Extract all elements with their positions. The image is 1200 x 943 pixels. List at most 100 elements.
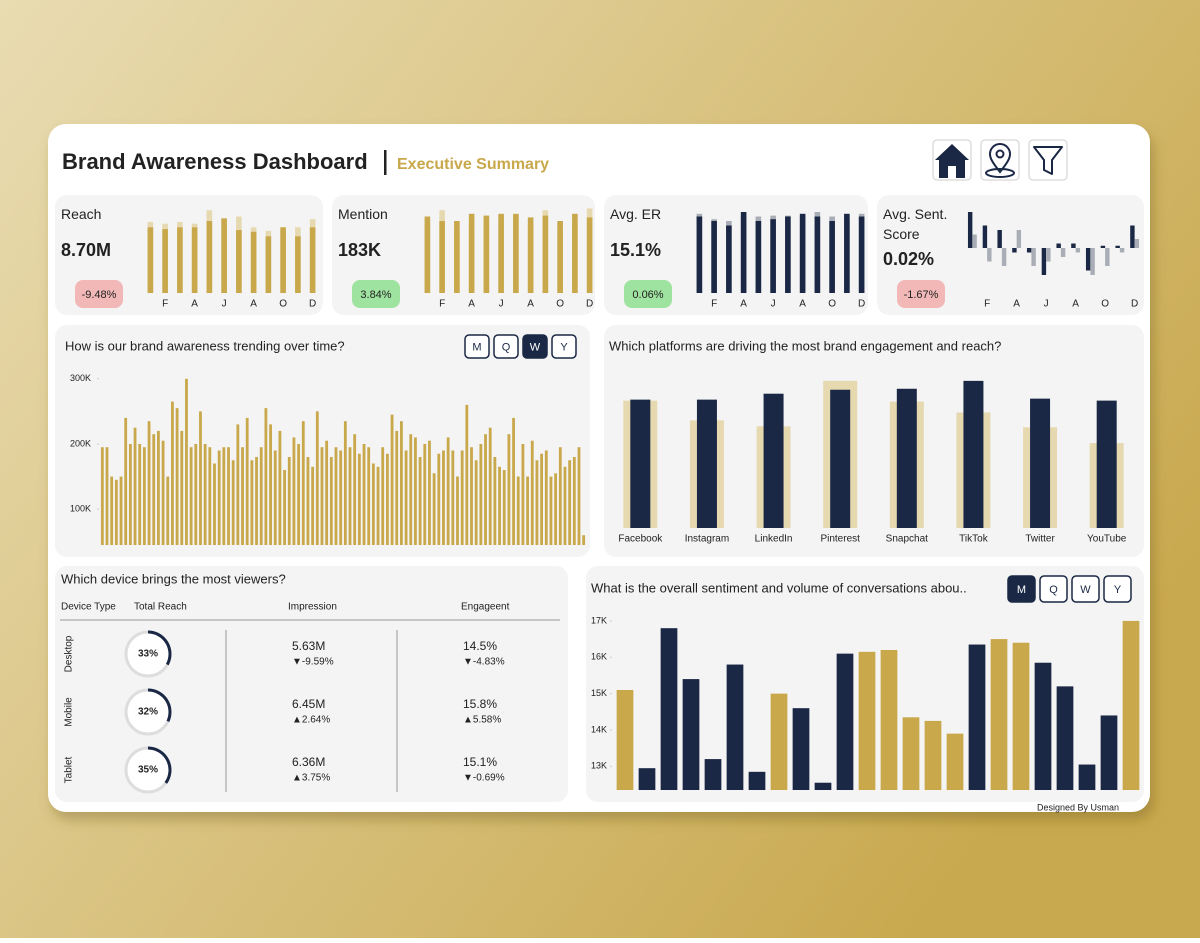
period-button[interactable]: W: [1071, 575, 1100, 603]
bar: [385, 453, 389, 545]
donut-arc: [147, 630, 172, 666]
x-tick-label: LinkedIn: [755, 534, 793, 545]
bar: [414, 437, 417, 545]
period-button[interactable]: M: [464, 334, 490, 359]
engagement-change: ▼-4.83%: [463, 657, 505, 668]
kpi-badge: [897, 280, 945, 308]
bar: [563, 466, 567, 545]
bar: [395, 430, 399, 545]
filter-icon[interactable]: [1028, 139, 1068, 181]
y-tick-label: 16K: [591, 652, 607, 662]
bar: [1130, 225, 1135, 248]
bar: [133, 427, 137, 545]
engagement-change: ▲5.58%: [463, 715, 501, 726]
bar: [844, 213, 850, 293]
period-button[interactable]: Y: [551, 334, 577, 359]
impression-change: ▲3.75%: [292, 773, 330, 784]
bar: [770, 693, 788, 790]
bar: [799, 213, 806, 293]
home-icon[interactable]: [932, 139, 972, 181]
bar: [507, 434, 511, 545]
bar: [437, 453, 441, 545]
bar: [792, 708, 810, 790]
bar: [474, 460, 478, 545]
x-tick-label: J: [771, 299, 776, 310]
bar: [1134, 239, 1140, 248]
bar: [968, 644, 986, 790]
bar: [814, 782, 832, 790]
kpi-badge: [352, 280, 400, 308]
bar: [858, 216, 865, 293]
kpi-value: 0.02%: [883, 249, 934, 269]
bar: [119, 476, 123, 545]
bar: [162, 229, 168, 293]
button-label: W: [1080, 584, 1091, 596]
bar: [488, 427, 492, 545]
title: Brand Awareness Dashboard: [62, 149, 368, 174]
period-button[interactable]: Q: [493, 334, 519, 359]
bar: [540, 453, 544, 545]
bar: [946, 733, 964, 790]
bar: [185, 378, 188, 545]
bar: [972, 234, 977, 248]
bar: [250, 231, 257, 293]
bar: [362, 443, 366, 545]
bar: [175, 408, 179, 545]
reach-label: 32%: [138, 707, 158, 718]
x-tick-label: Twitter: [1025, 534, 1055, 545]
kpi-label-box: Avg. ER: [610, 206, 661, 222]
kpi-change: 0.06%: [632, 289, 663, 301]
x-tick-label: D: [858, 299, 865, 310]
bar: [498, 213, 504, 293]
bar: [265, 236, 272, 293]
bar: [255, 457, 258, 545]
x-tick-label: D: [586, 299, 593, 310]
period-button[interactable]: Y: [1103, 575, 1132, 603]
bar: [493, 457, 497, 545]
bar: [222, 447, 226, 545]
bar: [250, 460, 254, 545]
bar: [513, 213, 519, 293]
bar: [577, 447, 581, 545]
bar: [572, 213, 578, 293]
y-tick-label: 200K: [70, 438, 91, 448]
bar: [227, 447, 230, 545]
kpi-label: Avg. Sent. Score: [883, 206, 948, 242]
kpi-value: 15.1%: [610, 240, 661, 260]
bar: [763, 393, 784, 528]
bar: [343, 421, 347, 545]
bar: [231, 460, 235, 545]
x-tick-label: A: [799, 299, 806, 310]
button-label: Y: [560, 341, 568, 353]
period-button[interactable]: Q: [1039, 575, 1068, 603]
kpi-value: 8.70M: [61, 240, 111, 260]
chart-title: How is our brand awareness trending over…: [65, 338, 345, 353]
bar: [456, 476, 459, 545]
bar: [424, 216, 431, 293]
bar: [1105, 248, 1110, 266]
bar: [295, 236, 301, 293]
bar: [557, 221, 563, 293]
x-tick-label: J: [499, 299, 504, 310]
bar: [1119, 248, 1125, 253]
location-icon[interactable]: [980, 139, 1020, 181]
bar: [442, 450, 445, 545]
bar: [236, 424, 240, 545]
engagement: 15.8%: [463, 697, 497, 711]
bar: [297, 443, 301, 545]
x-tick-label: A: [527, 299, 534, 310]
kpi-change: 3.84%: [360, 289, 391, 301]
period-button[interactable]: M: [1007, 575, 1036, 603]
kpi-badge: [75, 280, 123, 308]
chart-title: Which platforms are driving the most bra…: [609, 338, 1001, 353]
bar: [1046, 248, 1051, 262]
bar: [166, 476, 170, 545]
period-button[interactable]: W: [522, 334, 548, 359]
bar: [273, 450, 277, 545]
device-label: Mobile: [64, 697, 75, 727]
bar: [259, 447, 263, 545]
bar: [726, 225, 732, 293]
button-label: Q: [502, 341, 511, 353]
